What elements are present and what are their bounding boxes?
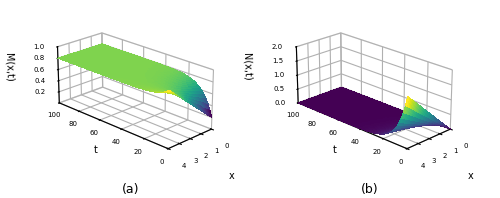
Text: (a): (a) xyxy=(122,183,140,196)
Y-axis label: t: t xyxy=(332,145,336,155)
Text: (b): (b) xyxy=(360,183,378,196)
Y-axis label: t: t xyxy=(94,145,98,155)
X-axis label: x: x xyxy=(468,171,474,181)
X-axis label: x: x xyxy=(229,171,235,181)
